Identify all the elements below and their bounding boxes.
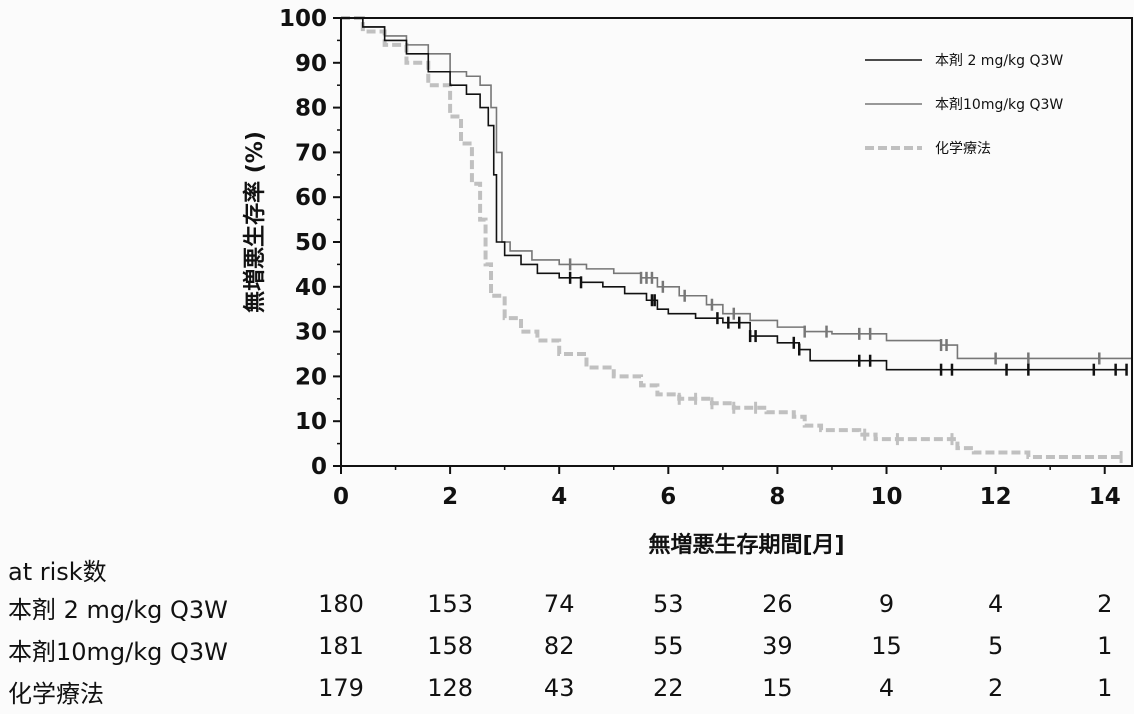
risk-cell: 82	[543, 632, 575, 660]
risk-cell: 39	[762, 632, 793, 660]
y-tick-label: 10	[295, 409, 327, 435]
y-tick-label: 40	[295, 275, 327, 301]
x-tick-label: 4	[551, 484, 567, 510]
risk-cell: 180	[318, 590, 364, 618]
y-tick-label: 80	[295, 96, 327, 122]
x-tick-label: 0	[333, 484, 349, 510]
risk-cell: 15	[871, 632, 902, 660]
x-tick-label: 6	[660, 484, 676, 510]
series-line-1	[341, 17, 1132, 360]
series-line-2	[341, 16, 1122, 460]
risk-cell: 5	[987, 632, 1004, 660]
risk-row: 化学療法 179 128 43 22 15 4 2 1	[8, 674, 1128, 714]
risk-cell: 22	[653, 674, 684, 702]
legend-label: 本剤 2 mg/kg Q3W	[935, 53, 1063, 69]
risk-row-label: 化学療法	[8, 680, 104, 708]
risk-cell: 53	[653, 590, 684, 618]
risk-cell: 4	[878, 674, 895, 702]
risk-cell: 1	[1097, 632, 1113, 660]
legend: 本剤 2 mg/kg Q3W 本剤10mg/kg Q3W 化学療法	[865, 53, 1063, 157]
x-tick-label: 8	[769, 484, 785, 510]
y-tick-label: 30	[295, 320, 327, 346]
x-axis-ticks: 0 2 4 6 8 10 12 14	[333, 466, 1121, 510]
risk-row: 本剤 2 mg/kg Q3W 180 153 74 53 26 9 4 2	[8, 590, 1128, 630]
risk-cell: 43	[543, 674, 575, 702]
plot-frame	[340, 17, 1133, 467]
y-axis-ticks: 0 10 20 30 40 50 60 70 80 90 100	[279, 6, 341, 480]
y-tick-label: 20	[295, 364, 327, 390]
risk-cell: 9	[878, 590, 895, 618]
risk-cell: 128	[427, 674, 473, 702]
risk-cell: 153	[427, 590, 473, 618]
y-tick-label: 50	[295, 230, 327, 256]
risk-cell: 179	[318, 674, 364, 702]
y-tick-label: 100	[279, 6, 327, 32]
risk-row: 本剤10mg/kg Q3W 181 158 82 55 39 15 5 1	[8, 632, 1128, 672]
risk-cell: 15	[762, 674, 793, 702]
x-tick-label: 2	[442, 484, 458, 510]
km-chart: 0 10 20 30 40 50 60 70 80 90 100 0 2 4 6 8 10 12 14 本剤 2 …	[242, 6, 1133, 558]
at-risk-title: at risk数	[8, 558, 107, 586]
risk-cell: 158	[427, 632, 473, 660]
y-tick-label: 70	[295, 140, 327, 166]
series-layer	[341, 16, 1132, 464]
risk-row-label: 本剤 2 mg/kg Q3W	[8, 596, 228, 624]
legend-label: 化学療法	[935, 140, 991, 157]
y-tick-label: 60	[295, 185, 327, 211]
risk-cell: 55	[653, 632, 684, 660]
y-tick-label: 90	[295, 51, 327, 77]
risk-cell: 74	[543, 590, 575, 618]
legend-label: 本剤10mg/kg Q3W	[935, 97, 1063, 113]
risk-cell: 26	[762, 590, 793, 618]
y-tick-label: 0	[311, 454, 327, 480]
x-axis-label: 無増悪生存期間[月]	[648, 532, 844, 558]
x-tick-label: 10	[871, 484, 903, 510]
y-axis-label: 無増悪生存率 (%)	[242, 131, 268, 313]
risk-cell: 2	[987, 674, 1004, 702]
x-tick-label: 14	[1089, 484, 1121, 510]
x-tick-label: 12	[980, 484, 1012, 510]
risk-row-label: 本剤10mg/kg Q3W	[8, 638, 228, 666]
risk-cell: 1	[1097, 674, 1113, 702]
risk-cell: 4	[987, 590, 1004, 618]
risk-cell: 2	[1097, 590, 1113, 618]
risk-cell: 181	[318, 632, 364, 660]
